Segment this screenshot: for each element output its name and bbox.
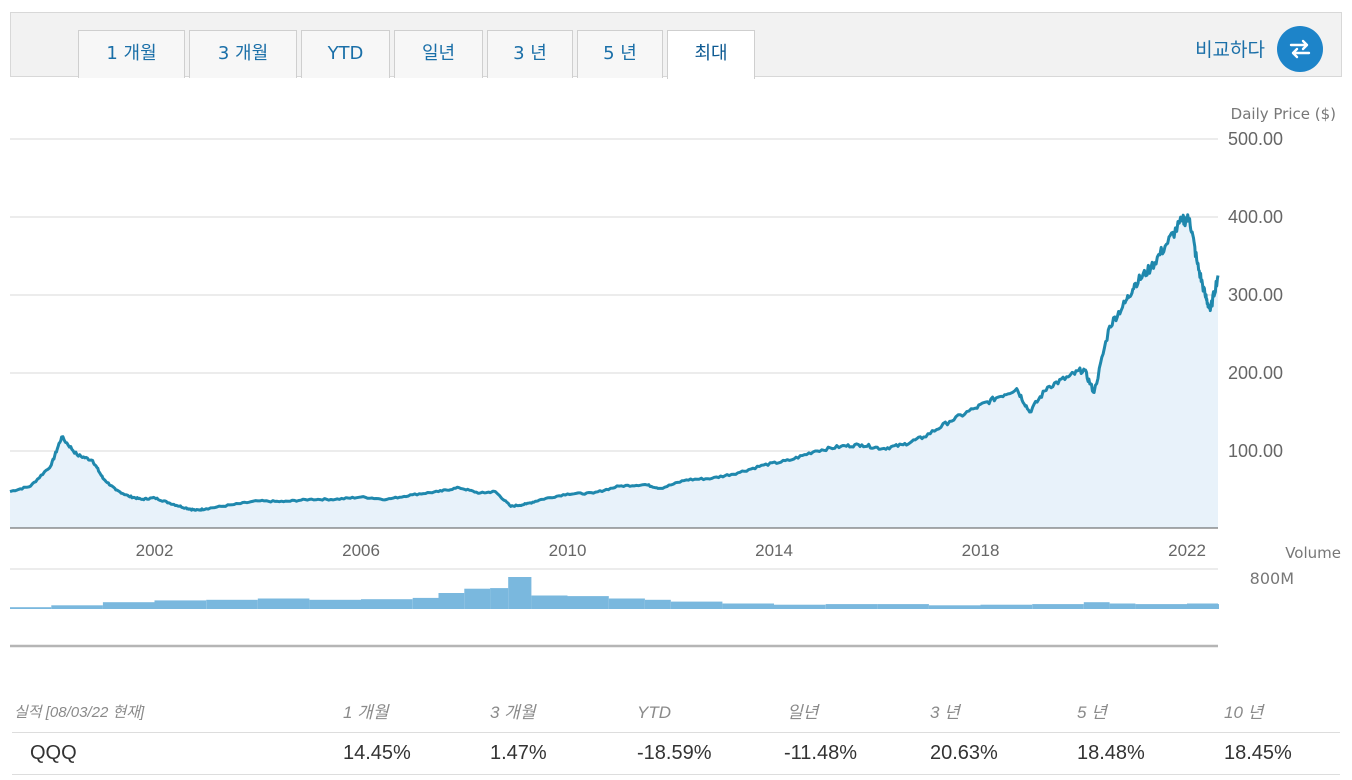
x-tick-label: 2010 — [549, 541, 587, 560]
performance-col-10-year: 10 년 — [1224, 703, 1264, 722]
volume-bar — [722, 603, 774, 609]
return-1-year: -11.48% — [784, 742, 858, 764]
tab-3-month[interactable]: 3 개월 — [189, 30, 297, 78]
performance-header: 실적 [08/03/22 현재] — [14, 704, 145, 721]
performance-col-3-year: 3 년 — [930, 703, 960, 722]
y-axis-label: Daily Price ($) — [1231, 105, 1336, 123]
volume-bar — [309, 599, 361, 609]
volume-bar — [1032, 604, 1084, 609]
tab-3-year[interactable]: 3 년 — [487, 30, 573, 78]
volume-bar — [531, 595, 568, 609]
volume-bar — [1109, 603, 1136, 609]
performance-divider — [12, 732, 1340, 733]
x-tick-label: 2018 — [962, 541, 1000, 560]
y-tick-label: 200.00 — [1228, 363, 1283, 383]
price-chart: 100.00 200.00 300.00 400.00 500.00 2002 2006 2… — [9, 105, 1341, 648]
y-tick-label: 300.00 — [1228, 285, 1283, 305]
performance-bottom-rule — [12, 774, 1340, 775]
performance-col-5-year: 5 년 — [1077, 703, 1107, 722]
volume-bar — [102, 602, 155, 609]
return-5-year: 18.48% — [1077, 742, 1145, 764]
tab-1-year[interactable]: 일년 — [394, 30, 483, 78]
volume-bar — [438, 593, 465, 609]
price-series-line — [9, 213, 1220, 512]
price-area-fill — [10, 214, 1218, 528]
swap-arrows-icon — [1289, 39, 1311, 59]
x-tick-label: 2002 — [136, 541, 174, 560]
volume-bar — [412, 597, 439, 609]
return-ytd: -18.59% — [637, 742, 712, 764]
performance-col-1-year: 일년 — [787, 703, 819, 722]
volume-bar — [567, 596, 609, 609]
return-3-month: 1.47% — [490, 742, 547, 764]
return-3-year: 20.63% — [930, 742, 998, 764]
compare-button[interactable] — [1277, 26, 1323, 72]
y-tick-label: 400.00 — [1228, 207, 1283, 227]
volume-bar — [1083, 602, 1110, 609]
x-tick-label: 2022 — [1168, 541, 1206, 560]
y-tick-label: 100.00 — [1228, 441, 1283, 461]
performance-col-1-month: 1 개월 — [343, 703, 389, 722]
volume-bar — [51, 605, 103, 609]
volume-bar — [1218, 604, 1219, 609]
volume-bar — [825, 604, 878, 609]
volume-bar — [1135, 604, 1187, 609]
volume-bar — [257, 598, 310, 609]
volume-bar — [508, 577, 532, 609]
volume-bar — [361, 599, 413, 609]
return-1-month: 14.45% — [343, 742, 411, 764]
performance-table: 실적 [08/03/22 현재] 1 개월 3 개월 YTD 일년 3 년 5 … — [0, 696, 1352, 780]
volume-label: Volume — [1285, 544, 1341, 562]
tab-1-month[interactable]: 1 개월 — [78, 30, 185, 78]
volume-bar — [490, 588, 509, 609]
volume-bar — [154, 600, 207, 609]
volume-bar — [10, 607, 52, 609]
volume-bar — [670, 601, 723, 609]
volume-tick-label: 800M — [1250, 569, 1294, 588]
tab-ytd[interactable]: YTD — [301, 30, 390, 78]
volume-bar — [464, 588, 491, 609]
volume-bar — [928, 605, 981, 609]
ticker-cell[interactable]: QQQ — [30, 742, 77, 764]
return-10-year: 18.45% — [1224, 742, 1292, 764]
volume-bar — [206, 599, 258, 609]
volume-bar — [980, 604, 1033, 609]
volume-bar — [1187, 603, 1218, 609]
volume-bar — [877, 604, 929, 609]
compare-label[interactable]: 비교하다 — [1195, 39, 1265, 61]
volume-bar — [608, 598, 645, 609]
performance-col-ytd: YTD — [637, 703, 671, 722]
volume-bar — [774, 604, 826, 609]
performance-col-3-month: 3 개월 — [490, 703, 536, 722]
tab-5-year[interactable]: 5 년 — [577, 30, 663, 78]
x-tick-label: 2014 — [755, 541, 793, 560]
volume-bar — [645, 599, 671, 609]
x-tick-label: 2006 — [342, 541, 380, 560]
tab-max[interactable]: 최대 — [667, 30, 755, 79]
range-tab-bar: 1 개월 3 개월 YTD 일년 3 년 5 년 최대 비교하다 — [10, 12, 1342, 79]
y-tick-label: 500.00 — [1228, 129, 1283, 149]
